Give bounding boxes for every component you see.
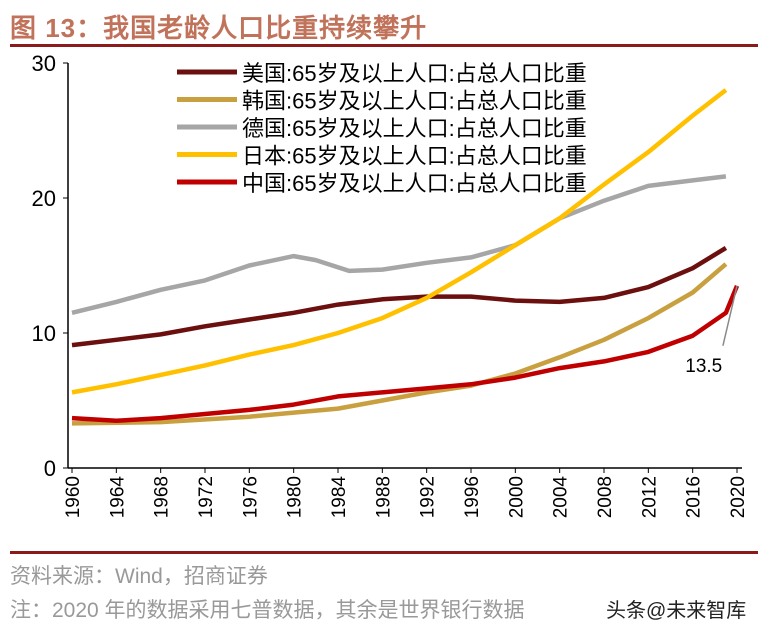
x-tick-label: 1980 [285,476,306,518]
x-tick-label: 1960 [63,476,84,518]
annotation-label: 13.5 [685,356,722,377]
note-text: 注：2020 年的数据采用七普数据，其余是世界银行数据 [10,599,525,622]
series-line [71,262,728,426]
line-chart: 0 10 20 30 1960 1964 1968 1972 1976 1980 1984 1988 1… [32,51,749,519]
x-tick-label: 1996 [462,476,483,518]
x-tick-label: 2012 [639,476,660,518]
series-line [71,88,728,395]
legend-label: 美国:65岁及以上人口:占总人口比重 [242,61,587,86]
watermark: 头条@未来智库 [606,600,747,622]
x-tick-label: 1984 [329,476,350,519]
footer-divider [10,551,758,554]
y-tick-label: 0 [44,456,56,481]
annotation-leader [722,285,738,346]
series-line [71,174,727,315]
x-tick-label: 1988 [373,476,394,518]
x-tick-label: 1992 [418,476,439,518]
legend-label: 中国:65岁及以上人口:占总人口比重 [242,171,587,196]
y-tick-label: 10 [32,321,56,346]
x-tick-label: 2020 [728,476,749,518]
x-tick-label: 2004 [551,476,572,519]
series-line [71,245,728,348]
x-tick-label: 2000 [506,476,527,518]
y-tick-label: 30 [32,51,56,76]
title-divider [10,44,758,47]
legend-label: 韩国:65岁及以上人口:占总人口比重 [242,89,587,114]
x-tick-label: 1976 [240,476,261,518]
source-text: 资料来源：Wind，招商证券 [10,565,268,588]
y-tick-label: 20 [32,186,56,211]
x-tick-label: 1972 [196,476,217,518]
x-tick-label: 2016 [684,476,705,518]
chart-title: 图 13：我国老龄人口比重持续攀升 [10,13,428,43]
x-tick-label: 1968 [152,476,173,518]
x-tick-label: 1964 [107,476,128,519]
legend-label: 日本:65岁及以上人口:占总人口比重 [242,144,587,169]
legend-label: 德国:65岁及以上人口:占总人口比重 [242,116,587,141]
x-tick-label: 2008 [595,476,616,518]
series-line [71,284,740,424]
